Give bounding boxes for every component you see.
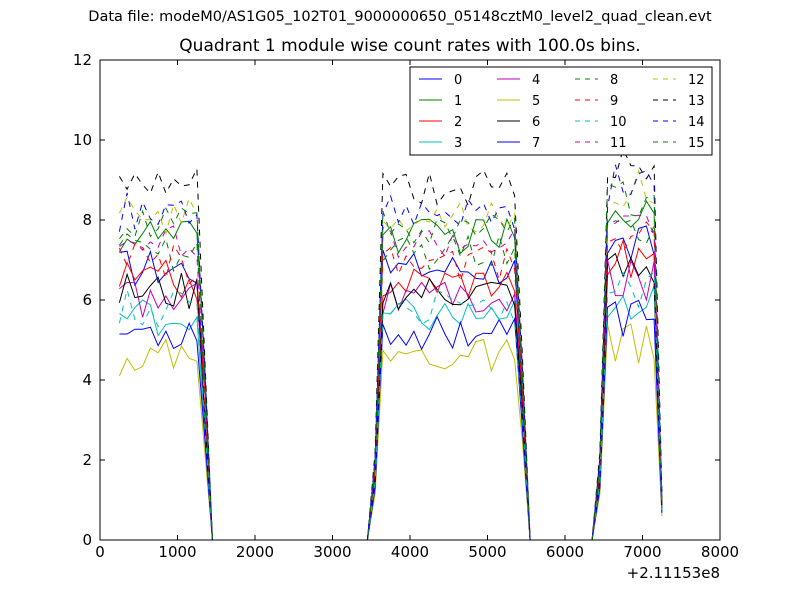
x-offset-label: +2.11153e8: [627, 564, 720, 582]
legend-frame: [409, 66, 713, 156]
figure-suptitle: Data file: modeM0/AS1G05_102T01_90000006…: [88, 9, 712, 25]
x-tick-label: 3000: [313, 543, 351, 561]
legend-label-10: 10: [610, 115, 627, 130]
ticks-layer: 0 1000 2000 3000 4000 5000 6000 7000 80000246810…: [73, 51, 739, 561]
legend-label-15: 15: [688, 136, 705, 151]
x-tick-label: 4000: [391, 543, 429, 561]
legend-label-1: 1: [454, 94, 462, 109]
x-tick-label: 5000: [468, 543, 506, 561]
x-tick-label: 2000: [236, 543, 274, 561]
y-tick-label: 12: [73, 51, 92, 69]
legend-label-5: 5: [532, 94, 540, 109]
legend-label-14: 14: [688, 115, 705, 130]
legend-label-12: 12: [688, 73, 705, 88]
legend-label-3: 3: [454, 136, 462, 151]
x-tick-label: 8000: [701, 543, 739, 561]
y-tick-label: 10: [73, 131, 92, 149]
chart-title: Quadrant 1 module wise count rates with …: [179, 36, 641, 56]
legend-label-4: 4: [532, 73, 540, 88]
y-tick-label: 0: [82, 531, 92, 549]
legend-label-7: 7: [532, 136, 540, 151]
series-lines-layer: [118, 147, 663, 541]
y-tick-label: 6: [82, 291, 92, 309]
legend-label-6: 6: [532, 115, 540, 130]
x-tick-label: 7000: [623, 543, 661, 561]
legend-label-9: 9: [610, 94, 618, 109]
legend-label-11: 11: [610, 136, 627, 151]
y-tick-label: 2: [82, 451, 92, 469]
legend-label-8: 8: [610, 73, 618, 88]
legend-label-0: 0: [454, 73, 462, 88]
y-tick-label: 4: [82, 371, 92, 389]
y-tick-label: 8: [82, 211, 92, 229]
x-tick-label: 6000: [546, 543, 584, 561]
x-tick-label: 0: [95, 543, 105, 561]
series-line-14: [118, 164, 663, 541]
legend-label-13: 13: [688, 94, 705, 109]
x-tick-label: 1000: [158, 543, 196, 561]
legend-label-2: 2: [454, 115, 462, 130]
